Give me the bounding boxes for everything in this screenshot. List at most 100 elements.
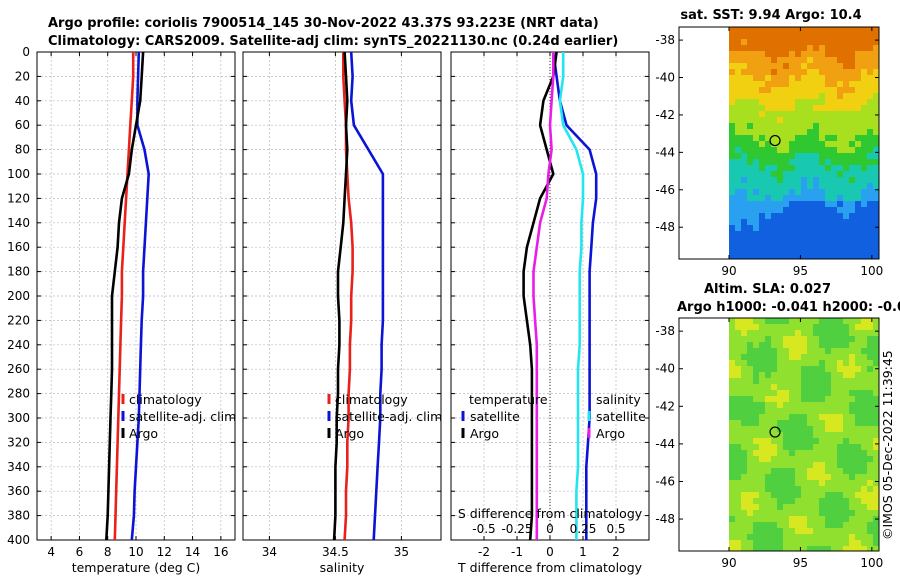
map-cell xyxy=(861,219,867,225)
map-cell xyxy=(777,57,783,63)
map-cell xyxy=(849,93,855,99)
map-cell xyxy=(759,408,765,414)
map-cell xyxy=(807,336,813,342)
map-cell xyxy=(759,450,765,456)
map-cell xyxy=(825,318,831,324)
lat-tick-label: -40 xyxy=(655,362,675,376)
x-tick-label: 12 xyxy=(157,545,172,559)
map-cell xyxy=(795,348,801,354)
lat-tick-label: -42 xyxy=(655,108,675,122)
map-cell xyxy=(771,141,777,147)
map-cell xyxy=(735,486,741,492)
map-cell xyxy=(843,219,849,225)
map-cell xyxy=(777,87,783,93)
map-cell xyxy=(759,117,765,123)
map-cell xyxy=(813,402,819,408)
map-cell xyxy=(729,87,735,93)
map-cell xyxy=(759,27,765,33)
map-cell xyxy=(843,27,849,33)
map-cell xyxy=(843,384,849,390)
map-cell xyxy=(747,129,753,135)
map-cell xyxy=(861,165,867,171)
map-cell xyxy=(843,189,849,195)
map-cell xyxy=(789,450,795,456)
map-cell xyxy=(819,165,825,171)
map-cell xyxy=(801,75,807,81)
map-cell xyxy=(783,420,789,426)
depth-tick-label: 160 xyxy=(7,240,30,254)
legend-label: satellite xyxy=(596,409,646,424)
map-cell xyxy=(747,342,753,348)
map-cell xyxy=(789,486,795,492)
map-cell xyxy=(843,153,849,159)
map-cell xyxy=(729,147,735,153)
s-tick-label: 0.25 xyxy=(570,522,597,536)
map-cell xyxy=(855,456,861,462)
map-cell xyxy=(777,336,783,342)
map-cell xyxy=(747,360,753,366)
map-cell xyxy=(747,45,753,51)
map-cell xyxy=(813,141,819,147)
map-cell xyxy=(813,57,819,63)
map-cell xyxy=(759,396,765,402)
map-cell xyxy=(789,81,795,87)
map-cell xyxy=(771,129,777,135)
map-cell xyxy=(747,87,753,93)
map-cell xyxy=(801,516,807,522)
map-cell xyxy=(849,33,855,39)
map-cell xyxy=(867,153,873,159)
map-cell xyxy=(825,123,831,129)
map-cell xyxy=(873,219,879,225)
map-cell xyxy=(831,75,837,81)
map-cell xyxy=(801,63,807,69)
map-cell xyxy=(771,147,777,153)
map-cell xyxy=(807,93,813,99)
map-cell xyxy=(783,384,789,390)
map-cell xyxy=(861,27,867,33)
map-cell xyxy=(813,171,819,177)
map-cell xyxy=(843,534,849,540)
map-cell xyxy=(837,183,843,189)
map-cell xyxy=(777,408,783,414)
map-cell xyxy=(753,354,759,360)
map-cell xyxy=(837,63,843,69)
map-cell xyxy=(801,480,807,486)
map-cell xyxy=(753,165,759,171)
map-cell xyxy=(789,456,795,462)
map-cell xyxy=(795,384,801,390)
map-cell xyxy=(789,390,795,396)
x-tick-label: 4 xyxy=(47,545,55,559)
map-cell xyxy=(843,117,849,123)
map-cell xyxy=(825,390,831,396)
map-cell xyxy=(801,450,807,456)
map-cell xyxy=(849,540,855,546)
map-cell xyxy=(813,522,819,528)
map-cell xyxy=(849,528,855,534)
map-cell xyxy=(807,183,813,189)
map-cell xyxy=(867,63,873,69)
map-cell xyxy=(843,51,849,57)
map-cell xyxy=(789,63,795,69)
map-cell xyxy=(813,117,819,123)
map-cell xyxy=(795,39,801,45)
map-cell xyxy=(759,159,765,165)
map-cell xyxy=(777,45,783,51)
map-cell xyxy=(765,468,771,474)
map-cell xyxy=(855,183,861,189)
map-cell xyxy=(813,420,819,426)
map-cell xyxy=(867,414,873,420)
map-cell xyxy=(801,183,807,189)
map-cell xyxy=(789,360,795,366)
sla-map-title-2: Argo h1000: -0.041 h2000: -0.051 xyxy=(677,300,900,315)
s-tick-label: -0.5 xyxy=(472,522,495,536)
map-cell xyxy=(867,81,873,87)
map-cell xyxy=(819,462,825,468)
map-cell xyxy=(819,27,825,33)
map-cell xyxy=(849,396,855,402)
depth-tick-label: 240 xyxy=(7,338,30,352)
map-cell xyxy=(765,111,771,117)
map-cell xyxy=(825,27,831,33)
map-cell xyxy=(867,171,873,177)
map-cell xyxy=(861,225,867,231)
map-cell xyxy=(795,378,801,384)
